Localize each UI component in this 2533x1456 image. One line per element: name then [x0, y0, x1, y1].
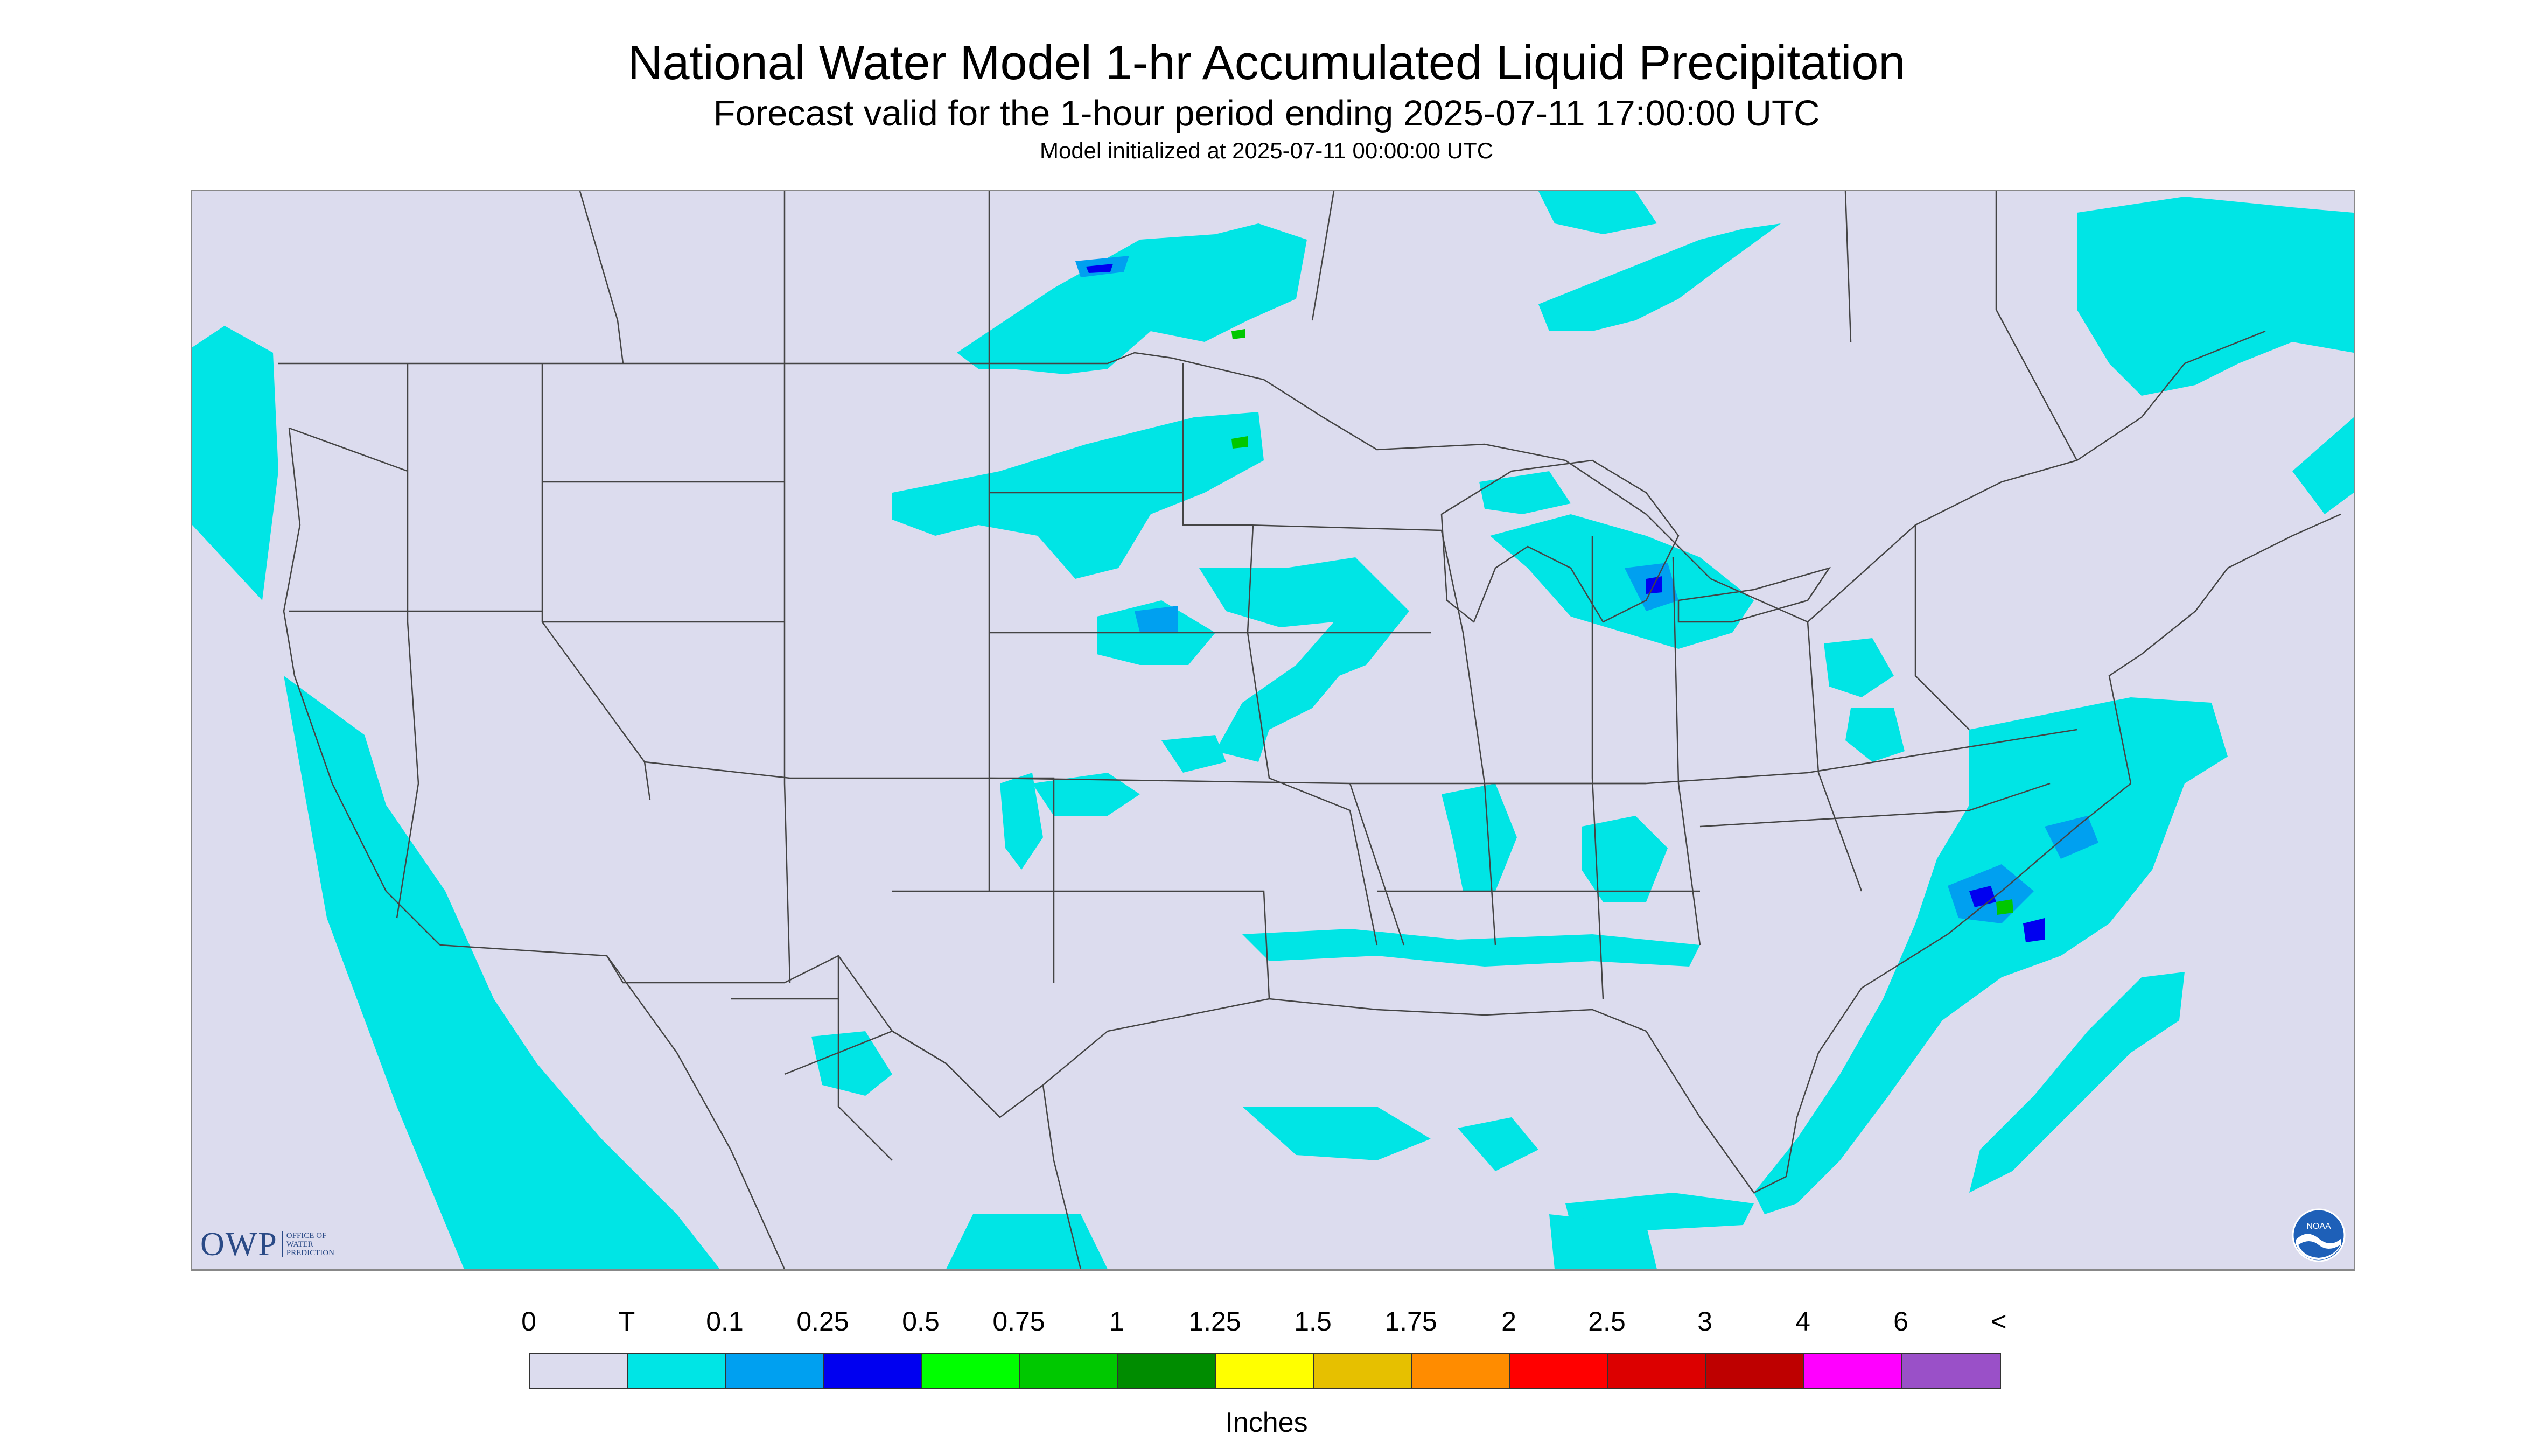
legend-swatch [1510, 1354, 1608, 1388]
noaa-logo: NOAA [2291, 1207, 2347, 1266]
owp-logo-text: OFFICE OF WATER PREDICTION [282, 1231, 334, 1257]
legend-tick-label: 1.5 [1294, 1306, 1332, 1336]
svg-text:NOAA: NOAA [2306, 1222, 2331, 1231]
legend-units: Inches [1225, 1407, 1308, 1438]
legend-tick-label: 2 [1501, 1306, 1516, 1336]
legend-tick-label: 0 [521, 1306, 536, 1336]
legend-tick-label: 2.5 [1588, 1306, 1626, 1336]
legend-tick-label: 0.1 [706, 1306, 744, 1336]
legend-tick-label: 3 [1697, 1306, 1712, 1336]
legend-swatch [1706, 1354, 1804, 1388]
color-legend: 0 T 0.1 0.25 0.5 0.75 1 1.25 1.5 1.75 2 2.5 3 4 6 < Inc… [0, 1306, 2533, 1440]
legend-swatch [1118, 1354, 1216, 1388]
precipitation-map [191, 190, 2355, 1271]
legend-tick-label: 6 [1893, 1306, 1908, 1336]
legend-swatch [1902, 1354, 2000, 1388]
legend-swatch [1608, 1354, 1706, 1388]
legend-swatch [1804, 1354, 1902, 1388]
legend-tick-label: 0.25 [796, 1306, 849, 1336]
legend-tick-label: T [618, 1306, 635, 1336]
owp-logo: OWP OFFICE OF WATER PREDICTION [200, 1226, 334, 1263]
legend-swatch [824, 1354, 922, 1388]
legend-swatch [530, 1354, 628, 1388]
legend-swatch [922, 1354, 1020, 1388]
owp-logo-mark: OWP [200, 1226, 278, 1263]
legend-swatch [726, 1354, 824, 1388]
legend-tick-label: < [1991, 1306, 2007, 1336]
legend-tick-label: 4 [1795, 1306, 1810, 1336]
map-subtitle: Forecast valid for the 1-hour period end… [713, 93, 1820, 134]
legend-tick-label: 1 [1109, 1306, 1124, 1336]
precip-trace-areas [192, 191, 2354, 1269]
precip-intense-areas [1231, 329, 2013, 915]
legend-swatch [1020, 1354, 1118, 1388]
map-title: National Water Model 1-hr Accumulated Li… [627, 36, 1906, 90]
legend-tick-label: 0.75 [992, 1306, 1045, 1336]
model-init-note: Model initialized at 2025-07-11 00:00:00… [1039, 138, 1494, 163]
legend-tick-label: 0.5 [902, 1306, 940, 1336]
legend-swatch [1314, 1354, 1412, 1388]
legend-swatches [529, 1353, 2001, 1389]
legend-tick-label: 1.25 [1188, 1306, 1241, 1336]
legend-swatch [628, 1354, 726, 1388]
boundary-lines [278, 191, 2341, 1269]
legend-swatch [1216, 1354, 1314, 1388]
legend-swatch [1412, 1354, 1510, 1388]
legend-tick-label: 1.75 [1384, 1306, 1437, 1336]
